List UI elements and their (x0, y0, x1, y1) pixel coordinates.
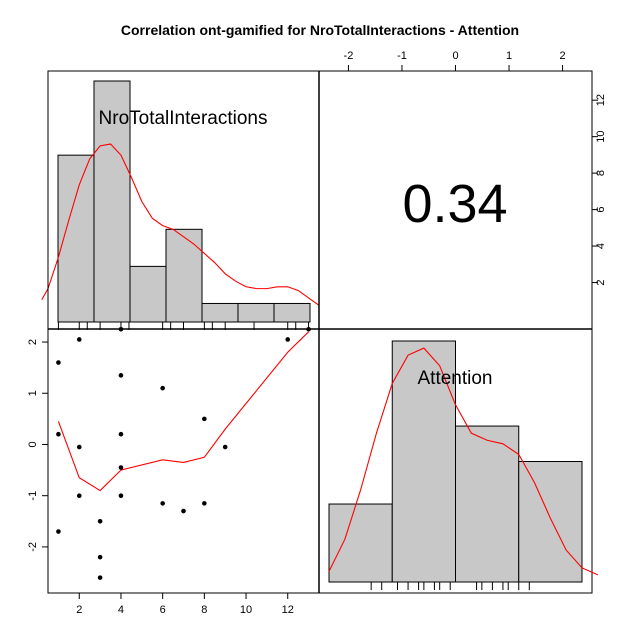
axis-tick-label: 12 (595, 94, 607, 106)
scatter-point (202, 501, 207, 506)
density-curve (41, 143, 320, 306)
histogram-bar (273, 302, 311, 323)
histogram-bar (201, 302, 239, 323)
axis-left: 2 1 0 -1 -2 (27, 339, 48, 552)
scatter-point (56, 431, 61, 437)
scatter-point (160, 385, 165, 391)
axis-tick-label: 10 (240, 604, 252, 616)
axis-tick-label: -1 (27, 491, 39, 501)
axis-tick-label: -1 (397, 50, 407, 62)
scatter-point (306, 326, 311, 332)
axis-tick-label: 2 (76, 604, 82, 616)
axis-tick-label: 8 (595, 170, 607, 176)
axis-tick-label: 2 (559, 50, 565, 62)
scatter-point (202, 416, 207, 422)
histogram-bar (391, 340, 456, 583)
scatter-point (97, 554, 103, 560)
scatter-point (118, 326, 124, 332)
scatter-point (222, 444, 228, 450)
outer-frame (47, 70, 593, 594)
scatter-point (160, 501, 165, 506)
correlation-value: 0.34 (402, 174, 507, 234)
chart-title: Correlation ont-gamified for NroTotalInt… (121, 22, 519, 38)
scatter-point (97, 518, 103, 524)
histogram-bar (129, 265, 167, 323)
axis-tick-label: 1 (27, 390, 39, 396)
histogram-bar (328, 503, 393, 583)
histogram-bar (165, 228, 203, 323)
scatter-point (56, 360, 61, 365)
axis-bottom: 2 4 6 8 10 12 (76, 593, 294, 616)
scatter-point (118, 465, 124, 470)
density-curve (328, 347, 599, 576)
axis-tick-label: -2 (344, 50, 354, 62)
axis-tick-label: 10 (595, 131, 607, 143)
scatter-point (76, 444, 82, 450)
histogram-bar (455, 425, 520, 583)
axis-tick-label: 4 (595, 243, 607, 249)
scatter-point (181, 508, 186, 514)
axis-tick-label: 6 (160, 604, 166, 616)
axis-tick-label: 0 (27, 441, 39, 447)
scatter-point (285, 337, 291, 342)
axis-tick-label: 0 (452, 50, 458, 62)
panel-correlation (47, 70, 593, 594)
variable-label-attention: Attention (418, 368, 493, 389)
axis-tick-label: 2 (595, 279, 607, 285)
variable-label-nrototalinteractions: NroTotalInteractions (99, 108, 268, 129)
scatter-point (97, 575, 103, 580)
axis-tick-label: 8 (201, 604, 207, 616)
scatter-point (76, 493, 82, 498)
panel-histogram-attention (328, 340, 599, 590)
axis-top: -2 -1 0 1 2 (344, 50, 566, 72)
scatter-point (118, 493, 124, 498)
panel-scatter (56, 326, 311, 580)
histogram-bar (237, 302, 275, 323)
axis-tick-label: 12 (282, 604, 294, 616)
smooth-line (57, 331, 309, 492)
scatter-point (56, 529, 61, 534)
axis-tick-label: 1 (506, 50, 512, 62)
scatter-point (118, 431, 124, 437)
axis-tick-label: 6 (595, 207, 607, 213)
axis-tick-label: -2 (27, 542, 39, 552)
panel-histogram-nrototalinteractions (41, 80, 320, 330)
axis-tick-label: 4 (118, 604, 124, 616)
scatter-point (118, 373, 124, 378)
histogram-bar (518, 461, 583, 583)
axis-right: 2 4 6 8 10 12 (592, 94, 607, 286)
axis-tick-label: 2 (27, 339, 39, 345)
scatter-point (76, 337, 82, 342)
histogram-bar (93, 80, 131, 323)
